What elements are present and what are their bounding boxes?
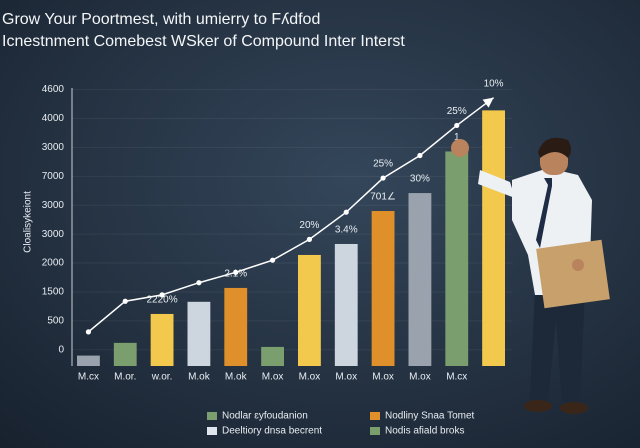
y-tick-label: 0 [58, 344, 64, 355]
trend-point [269, 257, 276, 263]
bar [187, 301, 211, 366]
trend-line [87, 97, 495, 333]
trend-point [159, 292, 165, 298]
x-tick-label: M.ox [372, 372, 394, 383]
chart-title: Grow Your Poortmest, with umierry to Fʎd… [2, 11, 320, 28]
legend-item: Deeltiory dnsa becrent [207, 426, 322, 437]
y-tick-label: 3000 [42, 229, 65, 240]
legend-item: Nodlar ɛyfoudanion [207, 411, 308, 422]
bar [113, 342, 137, 366]
x-tick-label: M.ox [262, 372, 284, 383]
bar [261, 346, 285, 366]
y-tick-label: 4600 [42, 84, 65, 95]
trend-arrow [482, 97, 494, 108]
line-value-label: 25% [447, 106, 467, 117]
legend-label: Nodliny Snaa Tomet [385, 411, 475, 422]
y-tick-label: 3000 [42, 200, 65, 211]
legend-swatch [207, 412, 217, 420]
bar-value-label: 701∠ [370, 192, 396, 203]
bar-value-label: 30% [410, 174, 430, 185]
y-tick-label: 500 [47, 316, 64, 327]
bar [150, 313, 174, 366]
x-tick-label: M.cx [78, 372, 99, 383]
trend-point [417, 152, 423, 159]
x-tick-label: M.ok [188, 372, 211, 383]
legend-label: Nodis afiald broks [385, 426, 464, 437]
legend-swatch [207, 427, 217, 435]
x-tick-label: M.or. [114, 372, 136, 383]
trend-point [85, 329, 92, 335]
bar [371, 211, 395, 366]
legend-label: Nodlar ɛyfoudanion [222, 411, 308, 422]
trend-point [196, 280, 202, 286]
bar [76, 355, 100, 366]
x-tick-label: M.ox [299, 372, 321, 383]
line-value-label: 10% [484, 78, 504, 89]
y-axis-label: Cloalisykeiont [23, 191, 34, 253]
bar-value-label: 3.4% [335, 225, 358, 236]
line-value-label: 25% [373, 159, 393, 170]
trend-point [122, 298, 128, 304]
x-tick-label: w.or. [151, 372, 173, 383]
legend-swatch [370, 412, 380, 420]
bar [408, 193, 432, 366]
person-illustration [451, 137, 610, 414]
legend-label: Deeltiory dnsa becrent [222, 426, 322, 437]
y-tick-label: 7000 [42, 171, 65, 182]
y-tick-label: 2000 [42, 258, 65, 269]
x-tick-label: M.ox [409, 372, 431, 383]
bar [297, 254, 321, 366]
x-tick-label: M.cx [446, 372, 467, 383]
legend-item: Nodis afiald broks [370, 426, 464, 437]
bar [482, 110, 506, 366]
y-tick-label: 3000 [42, 142, 65, 153]
y-tick-label: 1500 [42, 287, 65, 298]
trend-point [343, 209, 349, 215]
bar [445, 151, 469, 366]
y-tick-label: 4000 [42, 113, 65, 124]
bar-value-label: 1 [454, 132, 460, 143]
chart-subtitle: Icnestnment Comebest WSker of Compound I… [2, 33, 405, 50]
trend-point [380, 175, 386, 181]
bar [334, 243, 358, 366]
legend-swatch [370, 427, 380, 435]
x-tick-label: M.ox [335, 372, 357, 383]
trend-point [454, 122, 460, 129]
line-value-label: 20% [299, 220, 319, 231]
bar [224, 287, 248, 366]
bar-value-label: 2220% [147, 295, 178, 306]
legend-item: Nodliny Snaa Tomet [370, 411, 475, 422]
trend-point [306, 236, 313, 242]
x-tick-label: M.ok [225, 372, 248, 383]
trend-point [233, 269, 239, 275]
